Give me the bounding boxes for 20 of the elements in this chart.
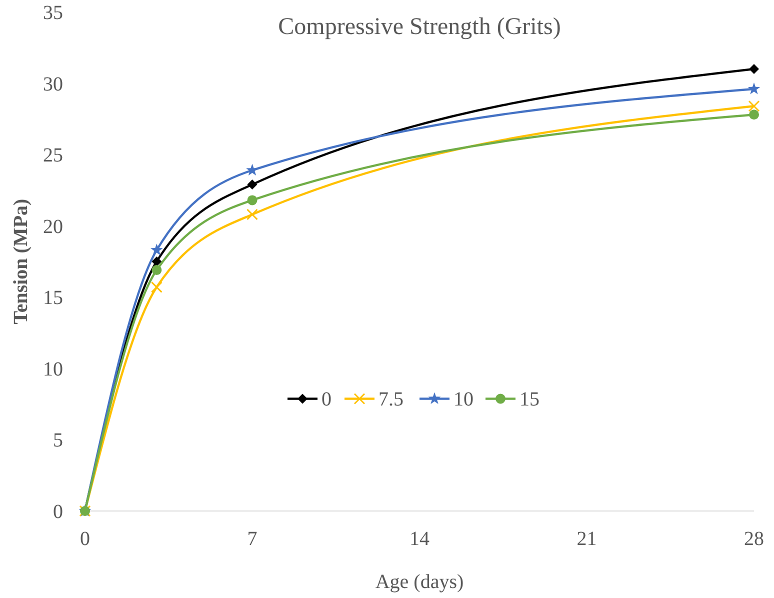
y-tick-label: 20 (43, 216, 63, 238)
legend-label: 0 (322, 388, 332, 411)
x-tick-label: 21 (576, 528, 597, 550)
x-tick-label: 7 (247, 528, 258, 550)
x-axis-title: Age (days) (375, 571, 464, 593)
y-tick-label: 25 (43, 144, 63, 167)
legend-label: 7.5 (378, 388, 404, 411)
x-tick-label: 0 (80, 528, 90, 550)
y-tick-label: 15 (43, 287, 63, 310)
y-tick-label: 0 (53, 501, 63, 523)
y-axis-title: Tension (MPa) (10, 198, 32, 324)
chart-title: Compressive Strength (Grits) (278, 14, 561, 40)
y-tick-label: 35 (43, 2, 63, 24)
x-tick-label: 14 (410, 528, 430, 550)
y-tick-label: 5 (53, 430, 63, 452)
legend-label: 15 (520, 388, 540, 411)
y-tick-label: 30 (43, 73, 63, 96)
x-tick-label: 28 (744, 528, 764, 550)
y-tick-label: 10 (43, 358, 63, 380)
legend-label: 10 (454, 388, 474, 411)
